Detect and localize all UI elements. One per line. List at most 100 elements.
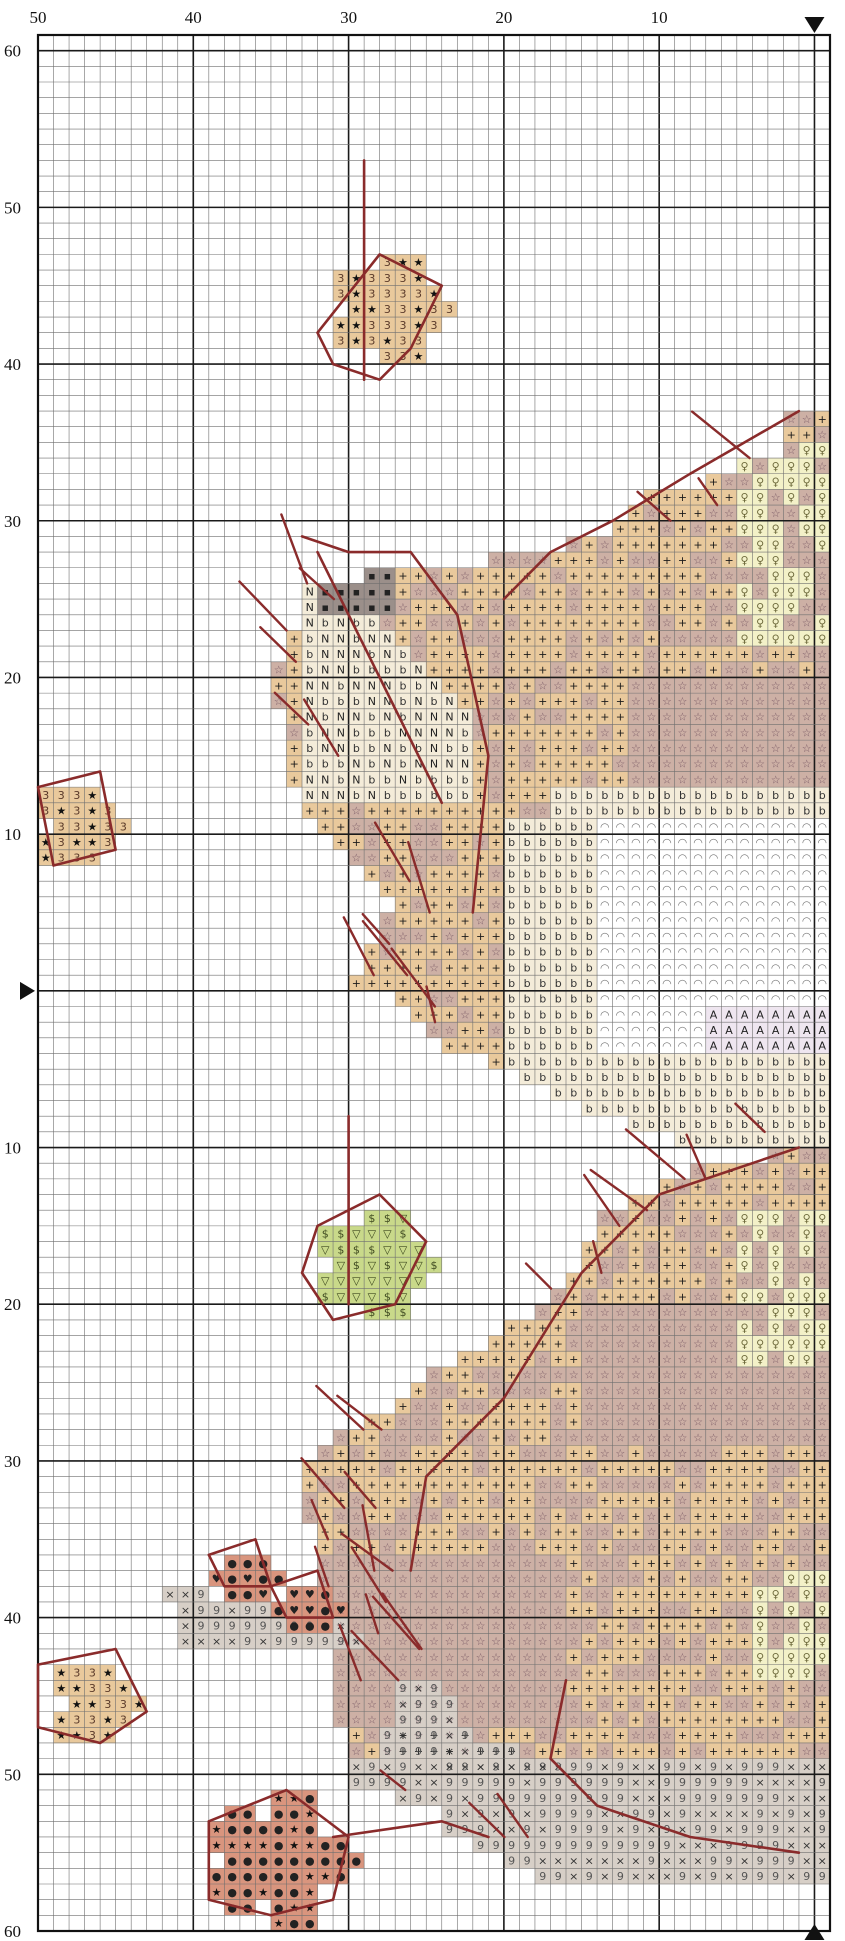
stitch-symbol: + bbox=[724, 617, 733, 630]
stitch-symbol: b bbox=[524, 1008, 531, 1021]
stitch-symbol: ☆ bbox=[817, 758, 827, 771]
stitch-symbol: ☆ bbox=[662, 1635, 672, 1648]
stitch-symbol: b bbox=[555, 867, 562, 880]
stitch-symbol: b bbox=[555, 1008, 562, 1021]
stitch-cell bbox=[395, 583, 411, 600]
stitch-symbol: ☆ bbox=[538, 1666, 548, 1679]
stitch-symbol: + bbox=[538, 742, 547, 755]
stitch-symbol: N bbox=[430, 711, 438, 724]
stitch-symbol: ☆ bbox=[507, 1713, 517, 1726]
stitch-symbol: b bbox=[710, 805, 717, 818]
stitch-symbol: + bbox=[398, 1494, 407, 1507]
stitch-symbol: + bbox=[724, 585, 733, 598]
stitch-symbol: + bbox=[429, 1494, 438, 1507]
stitch-symbol: ☆ bbox=[336, 1698, 346, 1711]
stitch-symbol: ♀ bbox=[741, 507, 749, 520]
stitch-symbol: ◠ bbox=[693, 1024, 703, 1037]
stitch-symbol: ☆ bbox=[755, 460, 765, 473]
stitch-symbol: ☆ bbox=[646, 695, 656, 708]
stitch-symbol: 9 bbox=[757, 1760, 764, 1773]
stitch-symbol: + bbox=[662, 1494, 671, 1507]
stitch-symbol: ◠ bbox=[771, 930, 781, 943]
stitch-symbol: b bbox=[726, 1134, 733, 1147]
stitch-cell bbox=[767, 489, 784, 506]
stitch-symbol: ◠ bbox=[600, 946, 610, 959]
stitch-symbol: ☆ bbox=[414, 1400, 424, 1413]
stitch-symbol: b bbox=[539, 961, 546, 974]
stitch-symbol: + bbox=[585, 538, 594, 551]
stitch-symbol: + bbox=[569, 742, 578, 755]
stitch-symbol: + bbox=[678, 1275, 687, 1288]
stitch-symbol: 9 bbox=[446, 1807, 453, 1820]
stitch-cell bbox=[597, 583, 613, 600]
stitch-symbol: ☆ bbox=[771, 507, 781, 520]
stitch-symbol: + bbox=[445, 977, 454, 990]
stitch-symbol: ♀ bbox=[756, 1337, 764, 1350]
stitch-cell bbox=[612, 630, 629, 647]
stitch-symbol: + bbox=[818, 1494, 827, 1507]
stitch-symbol: b bbox=[741, 1118, 748, 1131]
stitch-symbol: ◠ bbox=[724, 883, 734, 896]
stitch-symbol: ☆ bbox=[709, 570, 719, 583]
stitch-symbol: ☆ bbox=[693, 1447, 703, 1460]
stitch-symbol: ☆ bbox=[802, 617, 812, 630]
stitch-symbol: b bbox=[570, 1024, 577, 1037]
stitch-symbol: ☆ bbox=[662, 1729, 672, 1742]
stitch-symbol: b bbox=[679, 789, 686, 802]
stitch-symbol: + bbox=[740, 1635, 749, 1648]
stitch-symbol: ☆ bbox=[507, 1557, 517, 1570]
stitch-symbol: + bbox=[367, 1447, 376, 1460]
stitch-symbol: ☆ bbox=[305, 1510, 315, 1523]
stitch-symbol: ☆ bbox=[662, 1416, 672, 1429]
stitch-cell bbox=[503, 552, 520, 568]
stitch-symbol: ☆ bbox=[553, 679, 563, 692]
stitch-symbol: ☆ bbox=[615, 1431, 625, 1444]
stitch-symbol: + bbox=[492, 1337, 501, 1350]
stitch-symbol: ☆ bbox=[615, 1306, 625, 1319]
stitch-symbol: ▪ bbox=[353, 601, 360, 614]
stitch-symbol: ♀ bbox=[803, 1243, 811, 1256]
stitch-symbols: ☆☆+++☆☆♀♀♀☆♀♀♀☆+☆☆♀♀♀♀♀++++++♀♀☆♀☆♀+☆+++… bbox=[41, 256, 827, 1930]
stitch-cell bbox=[705, 583, 722, 600]
stitch-symbol: b bbox=[663, 805, 670, 818]
stitch-symbol: ◠ bbox=[662, 883, 672, 896]
stitch-symbol: b bbox=[803, 1134, 810, 1147]
stitch-cell bbox=[721, 473, 738, 490]
stitch-symbol: ☆ bbox=[569, 1322, 579, 1335]
stitch-symbol: ☆ bbox=[724, 664, 734, 677]
stitch-symbol: ◠ bbox=[802, 946, 812, 959]
stitch-symbol: ☆ bbox=[476, 1682, 486, 1695]
stitch-symbol: ☆ bbox=[740, 773, 750, 786]
stitch-symbol: b bbox=[757, 1071, 764, 1084]
stitch-cell bbox=[302, 646, 318, 662]
stitch-cell bbox=[441, 646, 458, 662]
stitch-symbol: + bbox=[616, 726, 625, 739]
stitch-symbol: b bbox=[539, 993, 546, 1006]
stitch-symbol: ☆ bbox=[600, 1698, 610, 1711]
stitch-symbol: ☆ bbox=[429, 1431, 439, 1444]
stitch-symbol: ☆ bbox=[414, 632, 424, 645]
stitch-symbol: ☆ bbox=[507, 1541, 517, 1554]
stitch-symbol: ☆ bbox=[662, 1400, 672, 1413]
stitch-symbol: + bbox=[554, 1384, 563, 1397]
stitch-symbol: ☆ bbox=[445, 930, 455, 943]
stitch-symbol: b bbox=[772, 1118, 779, 1131]
stitch-symbol: ☆ bbox=[755, 1384, 765, 1397]
stitch-symbol: + bbox=[631, 1494, 640, 1507]
stitch-symbol: ◠ bbox=[647, 961, 657, 974]
stitch-symbol: + bbox=[631, 1745, 640, 1758]
stitch-symbol: ◠ bbox=[647, 993, 657, 1006]
stitch-symbol: ☆ bbox=[709, 773, 719, 786]
stitch-symbol: ☆ bbox=[724, 1369, 734, 1382]
stitch-symbol: ☆ bbox=[724, 1698, 734, 1711]
stitch-symbol: ☆ bbox=[460, 1651, 470, 1664]
stitch-symbol: ◠ bbox=[693, 977, 703, 990]
stitch-symbol: ☆ bbox=[553, 1447, 563, 1460]
stitch-symbol: ☆ bbox=[771, 758, 781, 771]
stitch-symbol: ☆ bbox=[538, 1557, 548, 1570]
stitch-symbol: ◠ bbox=[600, 1024, 610, 1037]
stitch-symbol: ☆ bbox=[569, 1666, 579, 1679]
stitch-symbol: ☆ bbox=[336, 1666, 346, 1679]
stitch-symbol: b bbox=[586, 899, 593, 912]
stitch-symbol: + bbox=[445, 961, 454, 974]
